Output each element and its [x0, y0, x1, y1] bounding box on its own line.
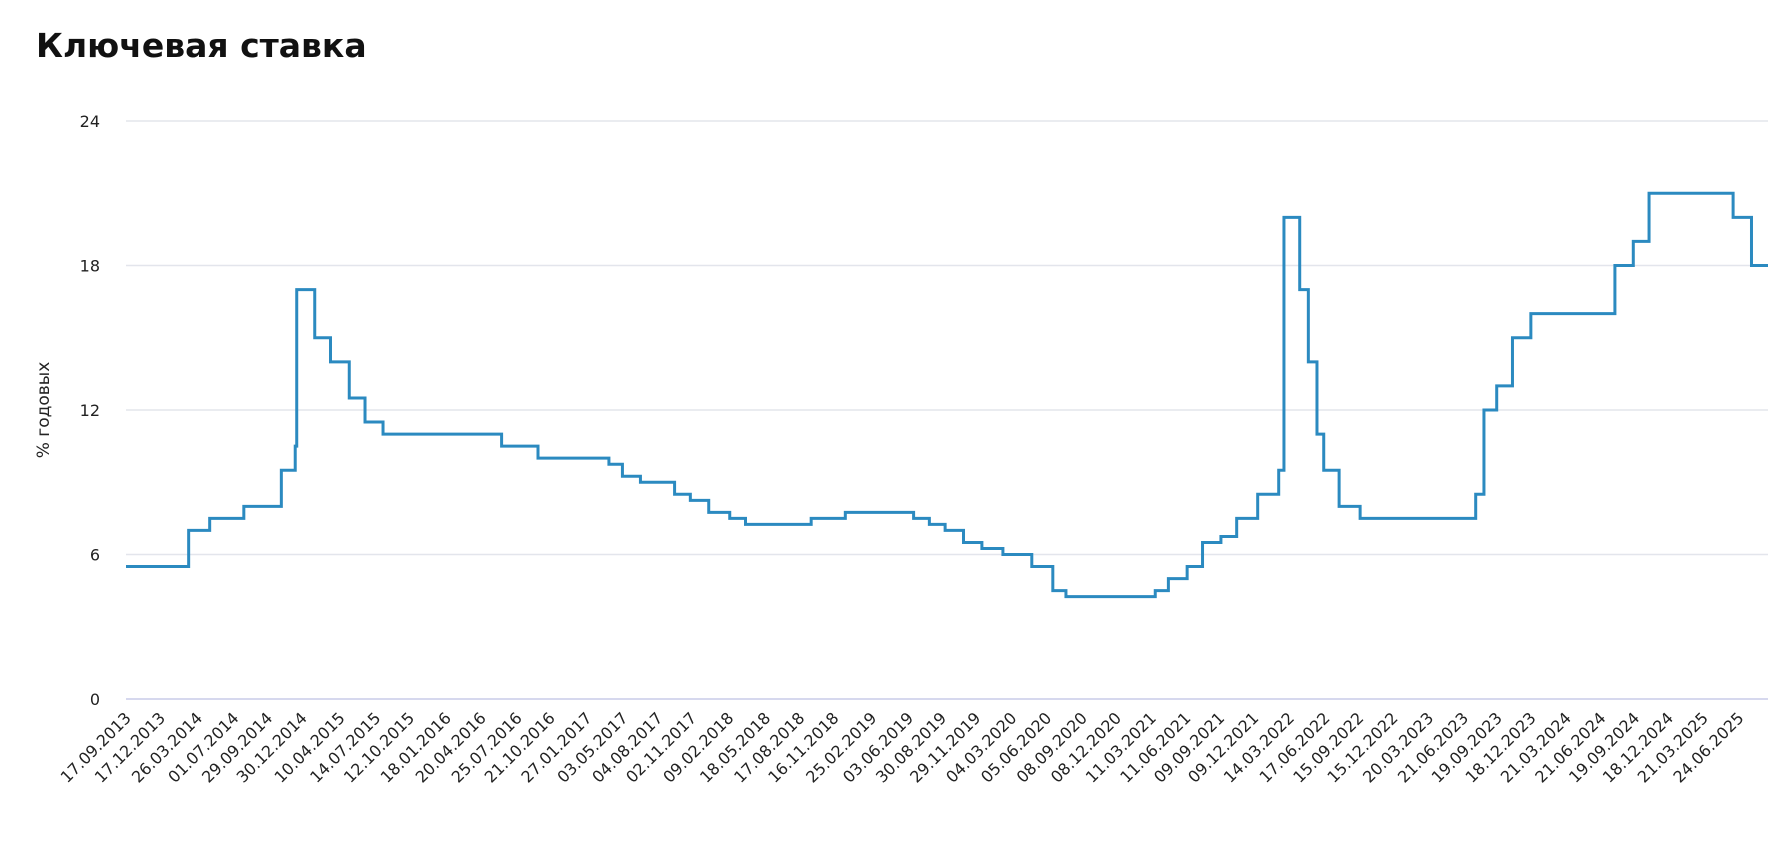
y-tick-label: 12: [80, 401, 100, 420]
chart-title: Ключевая ставка: [36, 26, 367, 65]
y-axis-label: % годовых: [34, 362, 54, 459]
y-tick-label: 6: [90, 546, 100, 565]
line: [126, 191, 1768, 599]
y-tick-label: 24: [80, 112, 100, 131]
y-tick-label: 0: [90, 690, 100, 709]
y-tick-label: 18: [80, 257, 100, 276]
